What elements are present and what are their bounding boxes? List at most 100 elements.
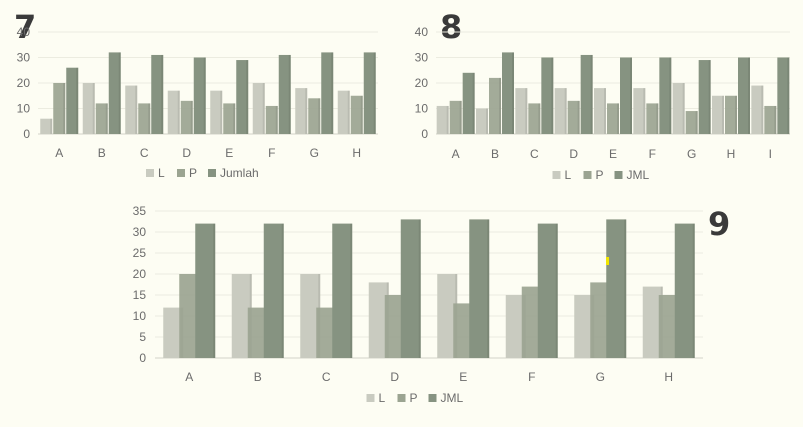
legend-swatch-P: [583, 171, 592, 179]
bar-P-B: [95, 103, 108, 134]
y-tick-label: 10: [133, 309, 147, 323]
y-tick-label: 10: [17, 102, 31, 116]
y-tick-label: 30: [415, 51, 429, 65]
bar-edge: [318, 98, 321, 134]
bar-Jumlah-D: [193, 57, 206, 134]
bar-L-B: [476, 108, 488, 134]
bar-edge: [76, 67, 79, 134]
bar-edge: [787, 57, 790, 134]
category-label: C: [322, 370, 331, 384]
bar-edge: [555, 223, 558, 358]
bar-edge: [446, 105, 449, 134]
y-tick-label: 40: [415, 25, 429, 39]
bar-P-D: [384, 295, 405, 358]
chart-number-badge: 7: [14, 8, 36, 46]
bar-L-E: [210, 90, 223, 134]
y-tick-label: 40: [17, 25, 31, 39]
category-label: D: [390, 370, 399, 384]
bar-L-D: [368, 282, 389, 358]
y-tick-label: 5: [139, 330, 146, 344]
category-label: G: [310, 146, 319, 160]
y-tick-label: 20: [415, 76, 429, 90]
bar-L-G: [574, 295, 595, 358]
bar-JML-E: [469, 219, 490, 358]
bar-L-A: [163, 307, 184, 358]
bar-JML-D: [580, 54, 593, 135]
legend-label-L: L: [379, 391, 386, 405]
bar-JML-E: [620, 57, 632, 134]
bar-JML-I: [777, 57, 790, 134]
chart-8: 8 0 10 20 30 40 A B C D E F G H I L P JML: [415, 8, 790, 182]
category-label: A: [185, 370, 193, 384]
chart-number-badge: 8: [440, 8, 462, 46]
bar-edge: [418, 219, 421, 358]
bar-edge: [656, 103, 659, 134]
bar-P-B: [247, 307, 268, 358]
category-label: D: [182, 146, 191, 160]
bar-P-G: [590, 282, 611, 358]
bar-P-C: [138, 103, 151, 134]
y-tick-label: 30: [133, 225, 147, 239]
category-label: B: [98, 146, 106, 160]
bar-edge: [604, 88, 606, 134]
bar-JML-B: [263, 223, 284, 358]
bar-L-F: [252, 83, 265, 134]
bar-edge: [735, 95, 737, 134]
bar-L-C: [125, 85, 138, 134]
category-label: F: [528, 370, 535, 384]
bar-edge: [708, 60, 711, 134]
y-tick-label: 10: [415, 102, 429, 116]
bar-P-E: [453, 303, 474, 358]
legend-label-L: L: [565, 168, 572, 182]
bar-edge: [220, 90, 223, 134]
bar-edge: [722, 95, 724, 134]
bar-P-G: [308, 98, 321, 134]
bar-edge: [682, 83, 685, 134]
category-label: E: [459, 370, 467, 384]
legend-swatch-L: [146, 169, 154, 177]
bar-P-F: [521, 286, 542, 358]
bar-P-F: [646, 103, 659, 134]
y-tick-label: 0: [139, 351, 146, 365]
bar-L-H: [337, 90, 350, 134]
bar-L-F: [633, 88, 646, 134]
bar-L-H: [712, 95, 724, 134]
bar-edge: [213, 223, 216, 358]
bar-edge: [350, 223, 353, 358]
y-tick-label: 30: [17, 51, 31, 65]
category-label: C: [140, 146, 149, 160]
bar-P-H: [658, 295, 679, 358]
bar-edge: [347, 90, 350, 134]
bar-edge: [161, 54, 164, 135]
bar-L-B: [231, 274, 252, 358]
legend-label-JML: JML: [627, 168, 650, 182]
bar-edge: [617, 103, 619, 134]
bar-P-B: [489, 77, 501, 134]
bar-P-E: [223, 103, 236, 134]
bar-P-E: [607, 103, 619, 134]
bar-edge: [774, 105, 777, 134]
bar-edge: [459, 100, 462, 134]
y-tick-label: 20: [17, 76, 31, 90]
bar-L-G: [295, 88, 308, 134]
bar-edge: [288, 54, 291, 135]
bar-P-H: [725, 95, 737, 134]
bar-edge: [551, 57, 554, 134]
bar-P-G: [685, 111, 698, 134]
bar-edge: [590, 54, 593, 135]
bar-edge: [118, 52, 121, 134]
category-label: D: [569, 147, 578, 161]
bar-edge: [92, 83, 95, 134]
category-label: F: [649, 147, 656, 161]
bar-edge: [525, 88, 528, 134]
bar-edge: [472, 72, 475, 134]
category-label: E: [225, 146, 233, 160]
bar-edge: [281, 223, 284, 358]
y-tick-label: 25: [133, 246, 147, 260]
bar-edge: [50, 118, 53, 134]
bar-Jumlah-B: [108, 52, 121, 134]
bar-L-G: [672, 83, 685, 134]
legend-swatch-JML: [428, 394, 437, 402]
bar-Jumlah-A: [66, 67, 79, 134]
bar-P-A: [449, 100, 462, 134]
